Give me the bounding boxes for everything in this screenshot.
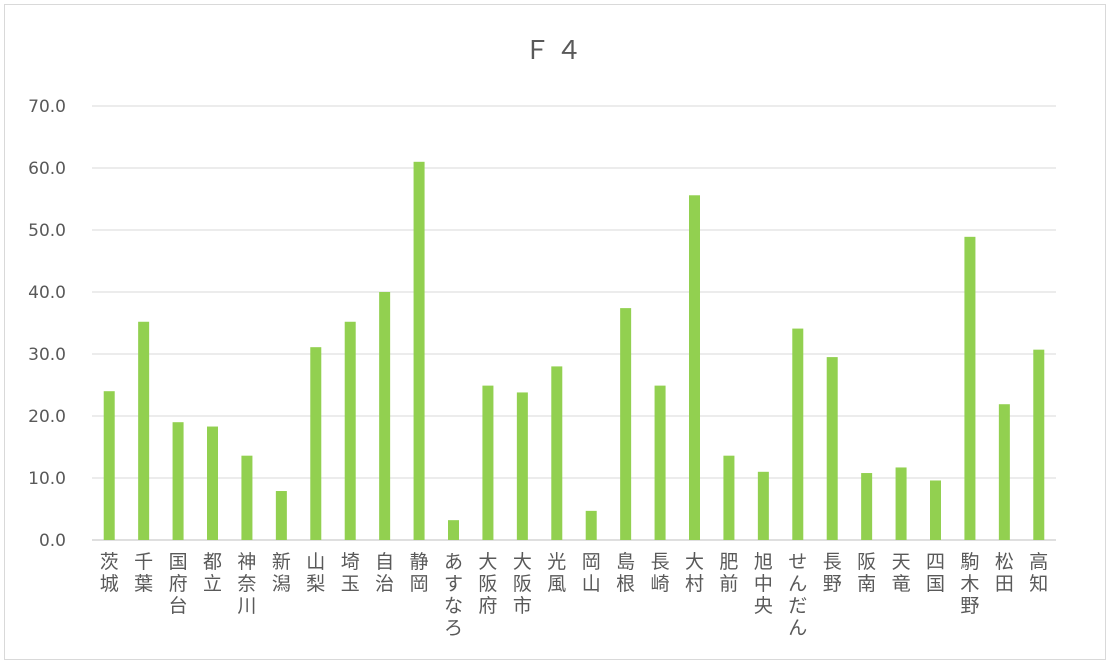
x-tick-label: 神奈川 bbox=[237, 551, 256, 617]
x-tick-label: 阪南 bbox=[857, 551, 876, 595]
bar bbox=[103, 391, 115, 540]
x-tick-label: 千葉 bbox=[134, 551, 153, 595]
y-tick-label: 40.0 bbox=[28, 283, 66, 303]
bar bbox=[241, 455, 253, 540]
bar bbox=[448, 520, 459, 540]
bar bbox=[654, 385, 666, 540]
x-tick-label: 長野 bbox=[823, 551, 842, 595]
bar bbox=[482, 385, 494, 540]
x-tick-label: 長崎 bbox=[651, 551, 670, 595]
bars bbox=[103, 161, 1045, 541]
bar bbox=[861, 473, 873, 540]
bar bbox=[689, 195, 700, 540]
bar bbox=[964, 236, 976, 540]
y-tick-label: 60.0 bbox=[28, 159, 66, 179]
y-tick-label: 30.0 bbox=[28, 345, 66, 365]
x-tick-label: 肥前 bbox=[719, 551, 738, 595]
bar bbox=[207, 426, 218, 540]
bar bbox=[1033, 349, 1045, 540]
bar bbox=[379, 292, 391, 540]
x-tick-label: 松田 bbox=[995, 551, 1014, 595]
x-tick-label: 都立 bbox=[203, 551, 222, 595]
x-tick-label: 大村 bbox=[685, 551, 704, 595]
x-tick-label: 埼玉 bbox=[341, 551, 360, 595]
y-tick-label: 10.0 bbox=[28, 469, 66, 489]
x-tick-label: 天竜 bbox=[892, 551, 911, 595]
bar bbox=[757, 471, 769, 540]
bar bbox=[930, 480, 941, 540]
x-tick-label: 旭中央 bbox=[754, 551, 773, 617]
bar bbox=[275, 491, 287, 540]
bar bbox=[516, 392, 528, 540]
x-tick-label: 高知 bbox=[1029, 551, 1048, 595]
x-tick-label: 新潟 bbox=[272, 551, 291, 595]
bar bbox=[585, 510, 597, 540]
bar bbox=[138, 321, 150, 540]
y-tick-label: 20.0 bbox=[28, 407, 66, 427]
x-tick-label: 島根 bbox=[616, 551, 635, 595]
x-tick-label: 駒木野 bbox=[960, 551, 979, 617]
x-tick-label: 山梨 bbox=[306, 551, 325, 595]
x-tick-label: 四国 bbox=[926, 551, 945, 595]
x-tick-label: 大阪市 bbox=[513, 551, 532, 617]
bar bbox=[551, 366, 563, 540]
bar bbox=[792, 328, 804, 540]
chart-frame bbox=[4, 4, 1106, 660]
x-tick-label: 岡山 bbox=[582, 551, 601, 595]
bar bbox=[413, 161, 425, 541]
y-tick-label: 0.0 bbox=[39, 531, 66, 551]
chart-title: Ｆ４ bbox=[523, 36, 588, 66]
gridlines bbox=[92, 105, 1056, 541]
x-tick-label: 大阪府 bbox=[478, 551, 497, 617]
x-tick-label: 静岡 bbox=[410, 551, 429, 595]
x-tick-label: あすなろ bbox=[444, 551, 463, 639]
bar bbox=[172, 422, 184, 540]
bar bbox=[310, 347, 322, 540]
x-tick-label: 自治 bbox=[375, 551, 394, 595]
bar bbox=[998, 404, 1010, 540]
x-tick-label: 光風 bbox=[547, 551, 566, 595]
x-tick-label: 国府台 bbox=[169, 551, 188, 617]
x-axis-labels: 茨城千葉国府台都立神奈川新潟山梨埼玉自治静岡あすなろ大阪府大阪市光風岡山島根長崎… bbox=[100, 551, 1049, 639]
bar bbox=[620, 308, 632, 540]
bar bbox=[723, 455, 735, 540]
x-tick-label: 茨城 bbox=[100, 551, 119, 595]
bar bbox=[895, 467, 907, 540]
y-tick-label: 50.0 bbox=[28, 221, 66, 241]
bar bbox=[344, 321, 356, 540]
x-tick-label: せんだん bbox=[788, 551, 807, 639]
y-tick-label: 70.0 bbox=[28, 97, 66, 117]
y-axis-ticks: 0.0 10.0 20.0 30.0 40.0 50.0 60.0 70.0 bbox=[28, 97, 66, 551]
bar bbox=[826, 357, 838, 540]
